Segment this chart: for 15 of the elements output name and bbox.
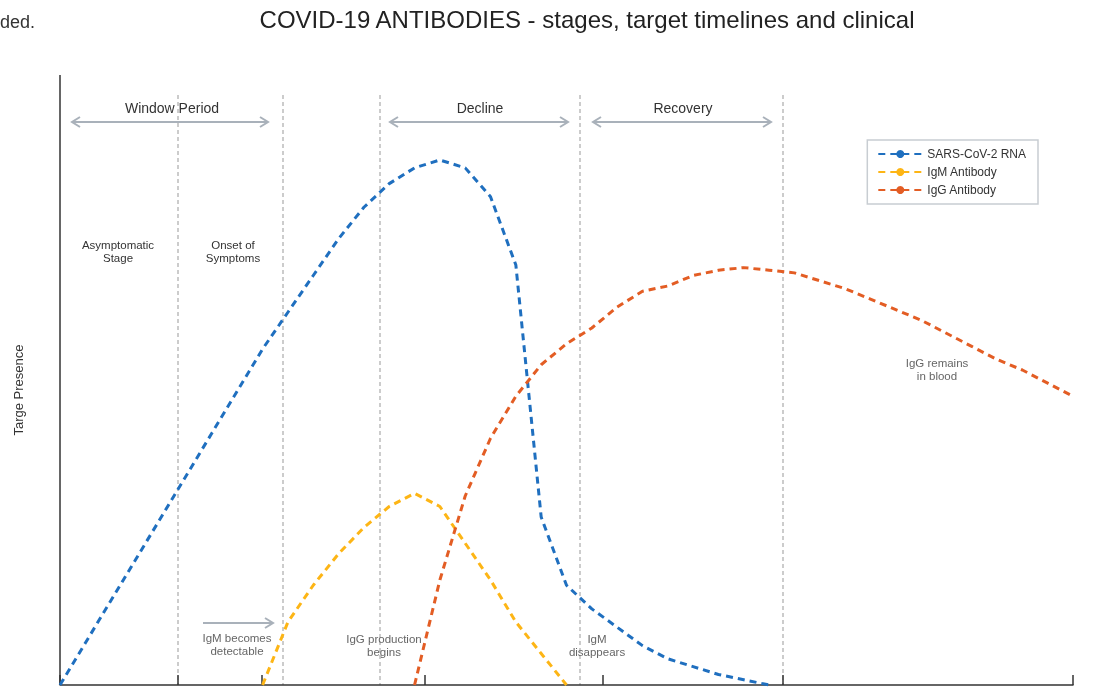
annotation: IgM disappears — [568, 632, 626, 658]
text: Window Period — [124, 100, 220, 116]
legend-label: IgM Antibody — [927, 165, 997, 179]
annotation: Onset of Symptoms — [205, 238, 261, 264]
annotation: IgG remains in blood — [905, 356, 969, 382]
annotation: IgM becomes detectable — [202, 631, 272, 657]
chart-title: COVID-19 ANTIBODIES - stages, target timelines and clinical — [259, 5, 915, 33]
legend-label: SARS-CoV-2 RNA — [927, 147, 1027, 161]
text: ded. — [0, 12, 36, 32]
y-axis-title: Targe Presence — [10, 344, 26, 436]
text: Decline — [456, 100, 504, 116]
annotation: IgG production begins — [346, 632, 422, 658]
annotation: Asymptomatic Stage — [81, 238, 155, 264]
text: Recovery — [653, 100, 713, 116]
legend-label: IgG Antibody — [927, 183, 997, 197]
